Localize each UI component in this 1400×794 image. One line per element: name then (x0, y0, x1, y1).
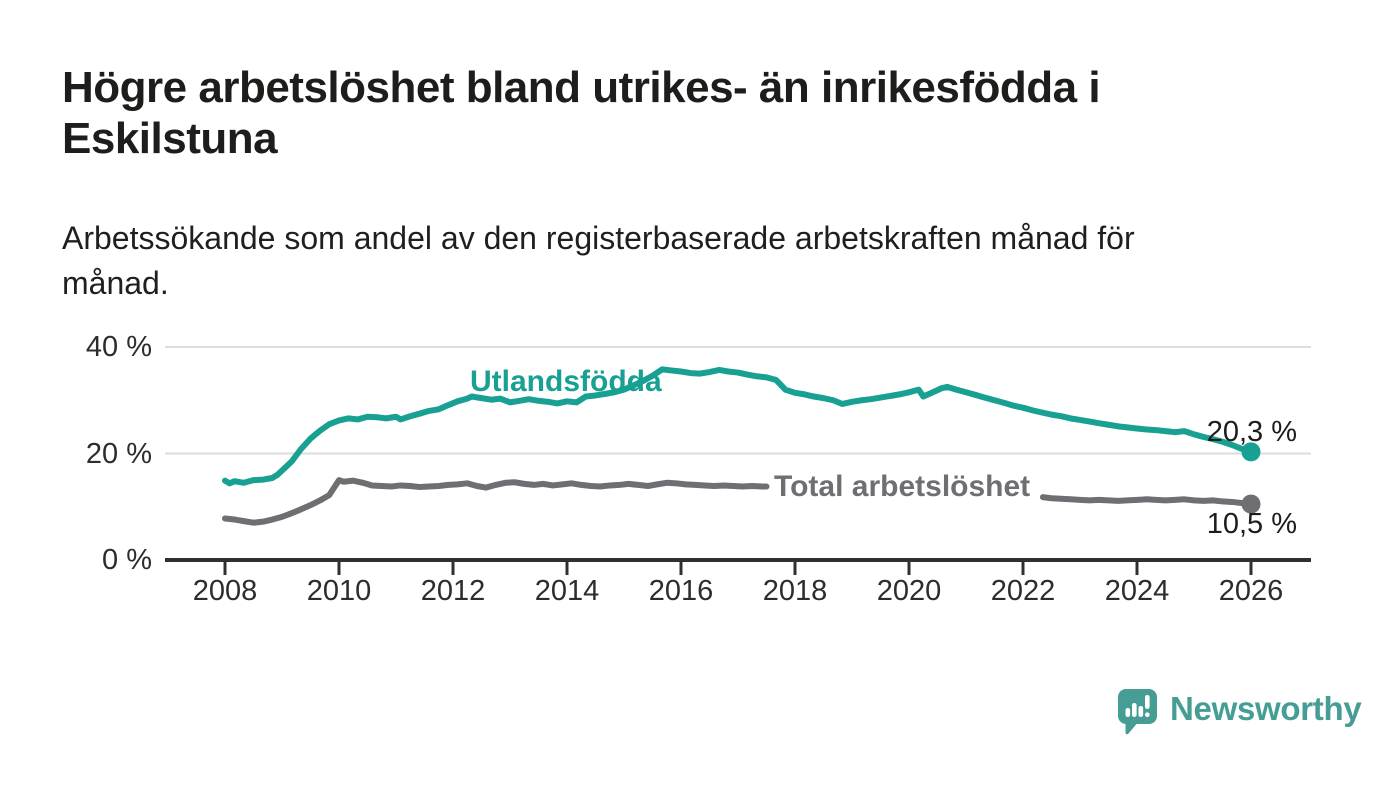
page-subtitle-line-2: månad. (62, 265, 169, 302)
newsworthy-logo-icon (1118, 689, 1157, 735)
x-tick-label: 2020 (876, 575, 942, 607)
page-title: Högre arbetslöshet bland utrikes- än inr… (62, 62, 1242, 164)
series-line-utlandsfodda (222, 366, 1254, 487)
x-tick-label: 2022 (990, 575, 1056, 607)
series-line-total (1039, 494, 1254, 508)
x-tick-label: 2018 (762, 575, 828, 607)
x-tick-label: 2008 (192, 575, 258, 607)
page-title-line-1: Högre arbetslöshet bland utrikes- än inr… (62, 63, 1101, 112)
end-value-label-total: 10,5 % (1206, 508, 1297, 540)
newsworthy-brand: Newsworthy (1117, 688, 1362, 738)
series-endpoint-dot-total (1241, 494, 1261, 514)
y-tick-label: 20 % (85, 437, 152, 470)
y-tick-label: 40 % (85, 331, 152, 363)
x-tick-label: 2024 (1104, 575, 1170, 607)
page-title-line-2: Eskilstuna (62, 114, 278, 164)
y-tick-label: 0 % (102, 544, 152, 576)
series-endpoint-dot-utlandsfodda (1241, 442, 1261, 462)
end-value-label-utlandsfodda: 20,3 % (1206, 416, 1297, 448)
series-label-utlandsfodda: Utlandsfödda (470, 365, 662, 398)
x-tick-label: 2012 (420, 575, 486, 607)
x-tick-label: 2016 (648, 575, 714, 607)
newsworthy-brand-text: Newsworthy (1170, 690, 1362, 727)
page-subtitle-line-1: Arbetssökande som andel av den registerb… (62, 220, 1135, 256)
x-tick-label: 2010 (306, 575, 372, 607)
series-line-total (222, 477, 770, 526)
series-label-total-arbetsloshet: Total arbetslöshet (774, 470, 1031, 503)
x-tick-label: 2026 (1218, 575, 1284, 607)
x-tick-label: 2014 (534, 575, 600, 607)
page-subtitle: Arbetssökande som andel av den registerb… (62, 216, 1262, 307)
